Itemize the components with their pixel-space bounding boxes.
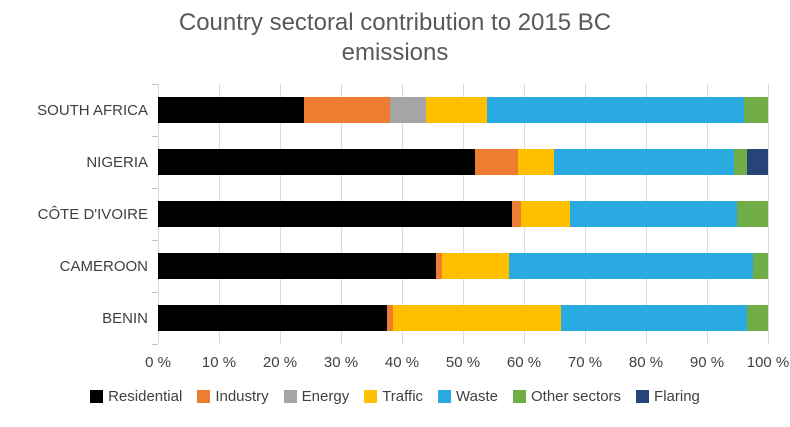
category-axis-tick (152, 292, 158, 293)
bar-segment-waste (554, 149, 735, 175)
legend-swatch-industry (197, 390, 211, 403)
bar-segment-energy (389, 97, 427, 123)
bar-row-south-africa: SOUTH AFRICA (37, 84, 768, 136)
legend-swatch-flaring (636, 390, 650, 403)
category-axis-tick (152, 136, 158, 137)
legend-swatch-energy (283, 390, 297, 403)
bar-segment-industry (435, 253, 442, 279)
legend-item-other-sectors: Other sectors (513, 388, 621, 405)
bar-segment-industry (511, 201, 521, 227)
gridline (768, 84, 769, 344)
x-axis: 0 % 10 % 20 % 30 % 40 % 50 % 60 % 70 % 80 % 90 % 1… (145, 350, 789, 376)
bar-segment-residential (158, 149, 476, 175)
category-label-cameroon: CAMEROON (59, 257, 148, 275)
stacked-bar-c-te-d-ivoire (158, 201, 768, 227)
bar-segment-other-sectors (743, 97, 768, 123)
legend-label-waste: Waste (456, 388, 498, 405)
legend-label-energy: Energy (301, 388, 350, 405)
stacked-bar-nigeria (158, 149, 768, 175)
bar-segment-industry (475, 149, 518, 175)
bar-segment-other-sectors (746, 305, 768, 331)
bar-segment-traffic (392, 305, 561, 331)
x-tick-label: 20 % (262, 354, 298, 371)
x-tick-label: 70 % (567, 354, 603, 371)
bar-segment-waste (508, 253, 753, 279)
x-tick-label: 100 % (746, 354, 790, 371)
stacked-bar-benin (158, 305, 768, 331)
plot-area: SOUTH AFRICA NIGERIA CÔTE D'IVOIRE CAMEROON… (37, 84, 769, 345)
legend-label-other-sectors: Other sectors (531, 388, 622, 405)
bar-segment-industry (304, 97, 390, 123)
stacked-bar-cameroon (158, 253, 768, 279)
category-axis-tick (152, 240, 158, 241)
bar-row-nigeria: NIGERIA (86, 136, 768, 188)
bar-segment-flaring (746, 149, 768, 175)
bar-segment-traffic (520, 201, 570, 227)
category-label-south-africa: SOUTH AFRICA (37, 101, 148, 119)
bar-segment-other-sectors (752, 253, 768, 279)
stacked-bar-south-africa (158, 97, 768, 123)
x-tick-label: 40 % (384, 354, 420, 371)
chart-legend: Residential Industry Energy Traffic Waste Oth… (0, 388, 790, 405)
category-axis-tick (152, 344, 158, 345)
bar-segment-other-sectors (734, 149, 747, 175)
legend-label-industry: Industry (215, 388, 269, 405)
legend-item-energy: Energy (283, 388, 350, 405)
category-axis-tick (152, 188, 158, 189)
bar-segment-waste (560, 305, 747, 331)
legend-label-flaring: Flaring (654, 388, 700, 405)
bar-segment-other-sectors (737, 201, 768, 227)
category-label-nigeria: NIGERIA (86, 153, 148, 171)
category-axis-tick (152, 84, 158, 85)
legend-item-industry: Industry (197, 388, 269, 405)
x-tick-label: 10 % (201, 354, 237, 371)
x-tick-label: 80 % (628, 354, 664, 371)
bar-segment-industry (386, 305, 393, 331)
legend-item-traffic: Traffic (364, 388, 423, 405)
bar-segment-traffic (441, 253, 509, 279)
legend-item-flaring: Flaring (636, 388, 700, 405)
bar-row-c-te-d-ivoire: CÔTE D'IVOIRE (38, 188, 768, 240)
x-tick-label: 90 % (689, 354, 725, 371)
bar-segment-waste (569, 201, 738, 227)
bar-segment-residential (158, 97, 305, 123)
legend-item-residential: Residential (90, 388, 182, 405)
bar-segment-traffic (426, 97, 488, 123)
legend-swatch-traffic (364, 390, 378, 403)
legend-item-waste: Waste (438, 388, 498, 405)
bar-row-benin: BENIN (102, 292, 768, 344)
x-tick-label: 50 % (445, 354, 481, 371)
bar-segment-residential (158, 201, 512, 227)
bar-row-cameroon: CAMEROON (60, 240, 768, 292)
chart-title: Country sectoral contribution to 2015 BC… (178, 9, 612, 66)
legend-swatch-waste (438, 390, 452, 403)
bar-segment-traffic (517, 149, 555, 175)
legend-swatch-residential (90, 390, 104, 403)
bar-segment-residential (158, 305, 387, 331)
legend-label-traffic: Traffic (382, 388, 424, 405)
x-tick-label: 0 % (145, 354, 171, 371)
category-label-c-te-d-ivoire: CÔTE D'IVOIRE (37, 205, 148, 223)
bar-segment-residential (158, 253, 436, 279)
legend-swatch-other-sectors (513, 390, 526, 403)
x-tick-label: 60 % (506, 354, 542, 371)
legend-label-residential: Residential (108, 388, 183, 405)
x-tick-label: 30 % (323, 354, 359, 371)
category-label-benin: BENIN (102, 309, 148, 327)
bar-segment-waste (487, 97, 744, 123)
